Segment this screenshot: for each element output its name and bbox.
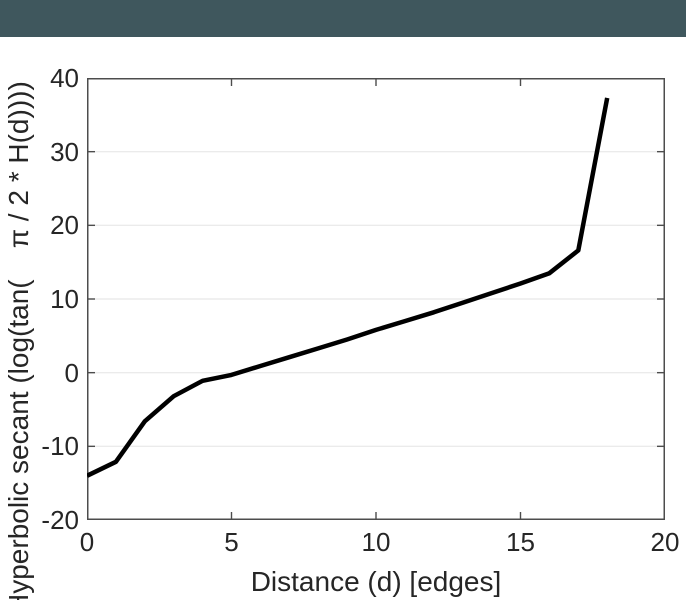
y-axis-label: Hyperbolic secant (log(tan( π / 2 * H(d)… <box>3 81 34 600</box>
x-tick-label: 20 <box>650 527 680 557</box>
y-tick-label: 40 <box>50 63 79 93</box>
y-tick-label: 0 <box>64 357 79 388</box>
x-tick-label: 5 <box>224 527 239 557</box>
chart-svg <box>87 78 665 520</box>
x-axis-label: Distance (d) [edges] <box>250 566 502 597</box>
y-tick-label: -20 <box>41 505 79 535</box>
y-tick-label: 30 <box>50 136 79 167</box>
y-tick-label: 10 <box>50 284 79 314</box>
x-tick-label: 15 <box>506 527 535 557</box>
y-tick-label: -10 <box>41 431 79 462</box>
y-tick-label: 20 <box>50 210 79 241</box>
x-tick-label: 10 <box>361 527 391 557</box>
header-bar <box>0 0 686 37</box>
data-curve <box>87 97 610 478</box>
x-tick-label: 0 <box>79 527 95 557</box>
plot-area <box>87 78 665 520</box>
